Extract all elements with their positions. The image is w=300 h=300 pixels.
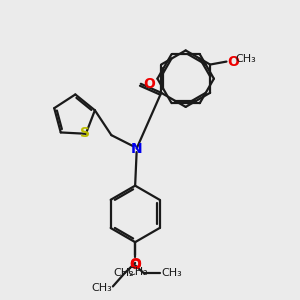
Text: O: O bbox=[129, 257, 141, 271]
Text: CH₃: CH₃ bbox=[92, 283, 112, 293]
Text: O: O bbox=[129, 259, 141, 272]
Text: CH₃: CH₃ bbox=[236, 54, 256, 64]
Text: N: N bbox=[131, 142, 142, 155]
Text: O: O bbox=[143, 77, 155, 91]
Text: CH₂: CH₂ bbox=[128, 267, 148, 277]
Text: O: O bbox=[227, 55, 239, 69]
Text: S: S bbox=[80, 126, 90, 140]
Text: CH₂: CH₂ bbox=[113, 268, 134, 278]
Text: CH₃: CH₃ bbox=[161, 268, 182, 278]
